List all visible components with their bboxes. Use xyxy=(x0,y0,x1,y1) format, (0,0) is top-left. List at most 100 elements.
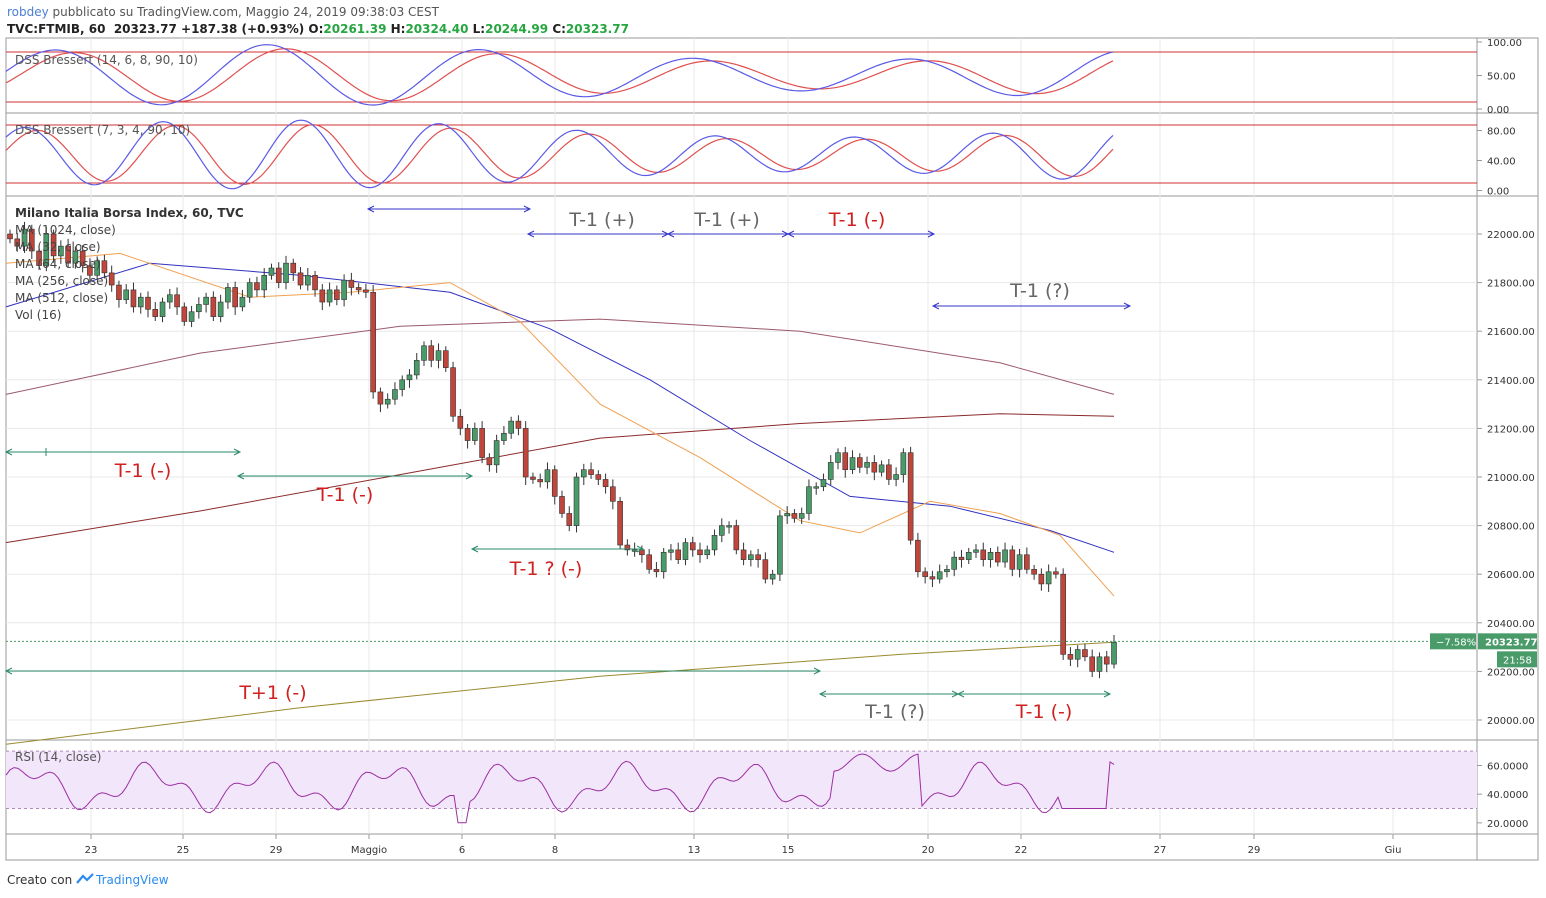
candle-body xyxy=(958,556,965,560)
last-price-badge xyxy=(1478,633,1537,650)
candle-body xyxy=(261,275,268,291)
candle-body xyxy=(1111,641,1117,665)
candle-body xyxy=(450,367,456,417)
legend-line: MA (64, close) xyxy=(15,257,101,271)
candle-body xyxy=(464,428,471,441)
candle-body xyxy=(217,301,224,317)
candle-body xyxy=(406,374,413,381)
candle-body xyxy=(929,576,936,580)
candle-body xyxy=(675,549,682,560)
annotation-label: T-1 (-) xyxy=(114,460,172,482)
candle-body xyxy=(108,272,115,286)
annotation-label: T-1 (?) xyxy=(864,701,925,723)
candle-body xyxy=(297,272,304,286)
candle-body xyxy=(660,552,667,573)
candle-body xyxy=(559,496,565,514)
price-legend[interactable]: Milano Italia Borsa Index, 60, TVC MA (1… xyxy=(15,205,244,324)
dss-fast-line xyxy=(5,44,1114,106)
candle-body xyxy=(856,457,863,468)
annotation-label: T-1 (+) xyxy=(693,209,760,231)
footer-credit[interactable]: Creato con TradingView xyxy=(7,873,169,887)
price-pane[interactable] xyxy=(5,221,1477,745)
candle-body xyxy=(580,469,587,478)
price-axis-label: 21200.00 xyxy=(1487,424,1535,435)
candle-body xyxy=(668,549,674,553)
arrow-head-icon xyxy=(526,230,535,238)
arrow-head-icon xyxy=(4,448,13,456)
grid xyxy=(6,38,1477,834)
dss-slow-line xyxy=(5,48,1114,103)
author-link[interactable]: robdey xyxy=(7,5,49,19)
rsi-band xyxy=(6,751,1477,809)
candle-body xyxy=(1024,554,1030,570)
price-axis-label: 20400.00 xyxy=(1487,619,1535,630)
candle-body xyxy=(842,452,849,471)
candle-body xyxy=(174,294,180,308)
dss1-label[interactable]: DSS Bressert (14, 6, 8, 90, 10) xyxy=(15,53,198,67)
candle-body xyxy=(428,345,435,361)
candle-body xyxy=(704,549,711,556)
dss-pane-2[interactable] xyxy=(5,119,1477,190)
candle-body xyxy=(944,569,950,573)
candle-body xyxy=(334,289,340,300)
dss2-label[interactable]: DSS Bressert (7, 3, 4, 90, 10) xyxy=(15,123,191,137)
candle-body xyxy=(1031,569,1037,575)
time-axis-label: 15 xyxy=(782,845,795,856)
tradingview-brand[interactable]: TradingView xyxy=(96,873,169,887)
price-axis-label: 21800.00 xyxy=(1487,279,1535,290)
publish-date: pubblicato su TradingView.com, Maggio 24… xyxy=(48,5,439,19)
time-axis-label: 29 xyxy=(270,845,283,856)
time-axis[interactable]: 23 25 29 Maggio 6 8 13 15 20 22 27 29 Giu xyxy=(85,834,1402,856)
created-with-label: Creato con xyxy=(7,873,73,887)
candle-body xyxy=(965,552,972,560)
arrow-head-icon xyxy=(818,690,827,698)
dss-axis-label: 50.00 xyxy=(1487,72,1516,83)
candle-body xyxy=(58,245,64,257)
candle-body xyxy=(50,233,57,257)
high-label: H: xyxy=(390,22,406,36)
candle-body xyxy=(900,452,907,475)
rsi-label[interactable]: RSI (14, close) xyxy=(15,750,102,764)
candle-body xyxy=(1074,649,1081,660)
candle-body xyxy=(130,289,137,308)
dss-pane-1[interactable] xyxy=(5,44,1477,106)
annotation-label: T-1 ? (-) xyxy=(509,558,583,580)
legend-line: MA (32, close) xyxy=(15,240,101,254)
price-change: +187.38 (+0.93%) xyxy=(181,22,305,36)
annotations: T-1 (+) T-1 (+) T-1 (-) T-1 (?) T-1 (-) T-1 (… xyxy=(4,205,1132,723)
candle-body xyxy=(196,304,202,313)
candle-body xyxy=(915,539,921,573)
candle-body xyxy=(384,398,391,405)
candle-body xyxy=(1016,554,1023,570)
candle-body xyxy=(283,262,289,283)
time-axis-label: 13 xyxy=(688,845,701,856)
arrow-head-icon xyxy=(786,230,795,238)
arrow-head-icon xyxy=(523,205,532,213)
candle-body xyxy=(806,486,812,514)
candle-body xyxy=(835,452,841,463)
candle-body xyxy=(101,260,108,274)
annotation-label: T-1 (?) xyxy=(1009,280,1070,302)
candle-body xyxy=(726,525,732,528)
candle-body xyxy=(602,479,609,488)
candle-body xyxy=(1009,549,1016,570)
arrow-head-icon xyxy=(1103,690,1112,698)
candle-body xyxy=(907,452,914,541)
candle-body xyxy=(79,250,86,266)
tradingview-logo-icon xyxy=(76,873,96,887)
candle-body xyxy=(951,556,958,570)
legend-line: Vol (16) xyxy=(15,308,62,322)
moving-average-line xyxy=(5,252,1115,597)
candle-body xyxy=(304,275,311,286)
candle-body xyxy=(479,428,485,458)
high-value: 20324.40 xyxy=(405,22,469,36)
candle-body xyxy=(36,250,42,266)
rsi-line xyxy=(5,753,1115,824)
moving-average-line xyxy=(5,413,1115,544)
rsi-pane[interactable] xyxy=(5,750,1477,824)
dss-axis-label: 0.00 xyxy=(1487,187,1509,198)
symbol-info: TVC:FTMIB, 60 20323.77 +187.38 (+0.93%) … xyxy=(7,22,629,36)
price-axis[interactable]: 100.00 50.00 0.00 80.00 40.00 0.00 22000.00 218… xyxy=(1430,38,1538,830)
candle-body xyxy=(624,544,631,551)
